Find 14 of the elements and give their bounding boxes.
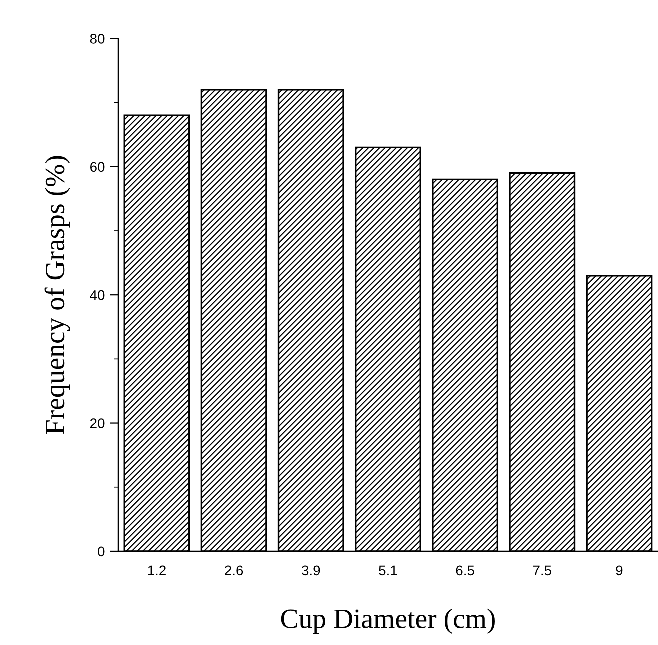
x-axis-title: Cup Diameter (cm) [281, 608, 495, 634]
y-tick-label: 60 [90, 162, 105, 172]
x-tick-label: 9 [616, 566, 623, 576]
y-tick-label: 80 [90, 34, 105, 44]
y-tick-label: 0 [98, 546, 105, 557]
x-tick-label: 1.2 [148, 566, 166, 576]
y-axis-title: Frequency of Grasps (%) [44, 156, 70, 434]
x-tick-label: 2.6 [225, 566, 244, 576]
x-tick-label: 5.1 [379, 566, 398, 576]
x-tick-label: 6.5 [456, 566, 474, 576]
x-tick-label: 7.5 [533, 566, 552, 576]
x-tick-label: 3.9 [302, 566, 320, 576]
y-tick-label: 20 [90, 418, 105, 428]
y-tick-label: 40 [90, 290, 105, 300]
